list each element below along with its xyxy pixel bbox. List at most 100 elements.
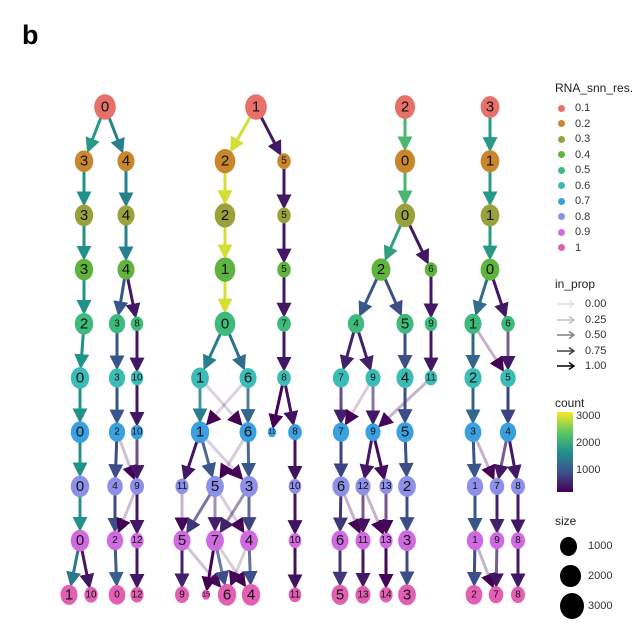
tree-edge [74,330,90,370]
cluster-node-label: 1 [252,99,260,116]
cluster-node-label: 6 [505,318,511,329]
cluster-node: 11 [424,370,438,386]
cluster-node-circle [74,312,94,335]
resolution-color-dot [558,228,565,236]
cluster-node-circle [365,423,381,442]
cluster-node: 6 [239,422,257,443]
cluster-node: 8 [277,369,291,387]
cluster-node-label: 7 [281,318,287,329]
cluster-node: 5 [500,368,516,388]
cluster-node: 5 [173,530,191,551]
cluster-node: 7 [277,315,291,332]
cluster-node-circle [480,204,500,227]
cluster-node: 2 [398,475,416,497]
tree-edge [382,275,403,317]
tree-edge [344,381,372,426]
cluster-node: 4 [240,530,258,552]
resolution-color-dot [558,213,565,220]
cluster-node-label: 4 [122,207,130,224]
cluster-node: 0 [70,529,90,552]
tree-edge [106,113,125,154]
resolution-legend-label: 1 [575,241,582,254]
cluster-node: 9 [174,586,190,604]
cluster-node: 3 [398,584,416,606]
cluster-node: 1 [480,150,500,173]
tree-edge [186,490,214,534]
cluster-node-label: 8 [515,481,521,492]
count-tick-label: 1000 [576,463,601,476]
tree-edge [488,545,504,589]
cluster-node-label: 12 [357,481,369,492]
cluster-node-label: 4 [401,370,409,387]
cluster-node-label: 2 [80,315,88,332]
cluster-node-label: 8 [281,373,287,384]
cluster-node-label: 15 [202,591,210,598]
cluster-node: 6 [332,476,350,497]
cluster-node-circle [107,477,123,496]
cluster-node-circle [214,203,236,228]
cluster-node: 0 [70,421,90,444]
resolution-legend-label: 0.5 [575,164,591,176]
cluster-node-circle [173,530,191,551]
cluster-node: 1 [214,257,236,282]
cluster-node-circle [510,586,526,604]
cluster-node: 1 [245,94,267,120]
cluster-node-circle [396,422,414,443]
resolution-legend-label: 0.2 [575,117,591,130]
cluster-node-circle [70,529,90,552]
cluster-node-circle [499,422,517,442]
cluster-node-label: 10 [289,535,301,546]
cluster-node-label: 3 [245,478,253,495]
size-legend-item: 1000 [560,533,612,559]
cluster-node: 5 [277,207,291,224]
cluster-node-circle [466,476,484,497]
tree-edge [332,492,348,533]
tree-edge [201,546,217,592]
tree-edge [108,437,124,480]
cluster-node-label: 2 [403,478,411,495]
cluster-node-circle [480,95,500,119]
cluster-node: 6 [501,315,515,332]
cluster-node-circle [394,95,416,119]
cluster-node-circle [398,584,416,606]
in-prop-legend-item: 1.00 [555,359,606,373]
cluster-node: 13 [379,532,393,549]
tree-edge [200,438,216,479]
tree-edge [406,221,429,265]
cluster-node-circle [175,478,189,495]
cluster-node: 4 [241,583,261,606]
tree-edge [242,546,258,586]
tree-edge [79,546,95,589]
cluster-node: 2 [394,95,416,119]
cluster-node-label: 2 [221,153,229,170]
cluster-node-circle [347,314,365,334]
cluster-node-label: 7 [493,589,499,600]
resolution-color-dot [558,166,565,174]
cluster-node-label: 11 [177,481,188,492]
cluster-node-label: 2 [112,535,118,546]
cluster-node-label: 0 [401,207,409,224]
resolution-color-dot [558,135,565,143]
cluster-node-circle [60,584,78,605]
cluster-node-circle [488,586,504,604]
tree-edge [113,275,129,317]
cluster-node-circle [130,316,144,332]
cluster-node-label: 0 [76,424,84,441]
cluster-node: 8 [288,424,302,441]
cluster-node-label: 9 [494,535,500,546]
cluster-node-label: 9 [134,481,140,492]
resolution-color-dot [558,182,565,189]
size-dot [560,593,584,619]
cluster-node: 11 [288,587,302,603]
cluster-node: 3 [240,475,258,497]
count-legend-title: count [555,396,585,410]
cluster-node-circle [117,151,135,172]
cluster-node: 15 [201,589,211,600]
resolution-color-dot [558,151,565,158]
cluster-node: 8 [130,316,144,332]
tree-edge [472,275,490,317]
cluster-node: 4 [347,314,365,334]
cluster-node-circle [424,370,438,386]
cluster-node-label: 3 [470,427,476,438]
